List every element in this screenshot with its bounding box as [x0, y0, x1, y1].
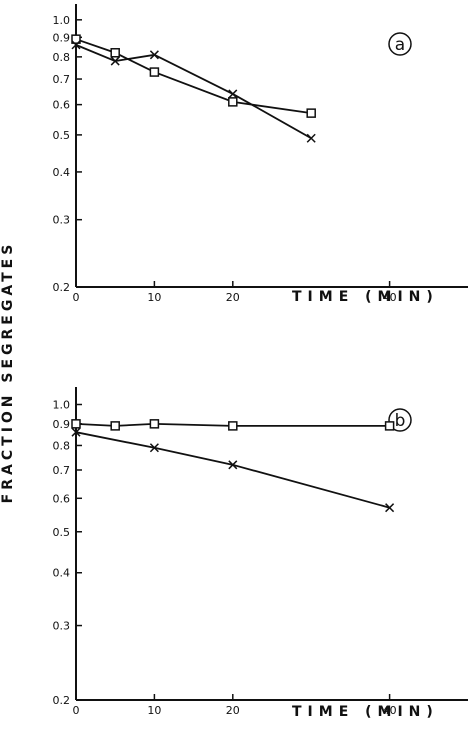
- x-marker-stroke: [149, 443, 159, 453]
- data-point-square: [71, 34, 81, 44]
- x-marker-stroke: [306, 133, 316, 143]
- data-point-square: [71, 419, 81, 429]
- data-point-x: [385, 503, 395, 513]
- x-marker-stroke: [228, 89, 238, 99]
- y-tick-label: 0.4: [53, 567, 71, 580]
- x-tick-label: 10: [147, 704, 161, 717]
- y-tick-label: 0.6: [53, 492, 71, 505]
- y-tick-label: 0.5: [53, 129, 71, 142]
- x-tick-label: 0: [73, 291, 80, 304]
- x-marker-stroke: [110, 56, 120, 66]
- panel-label-circle: [388, 408, 412, 432]
- data-point-x: [71, 40, 81, 50]
- panel-label-circle: [388, 32, 412, 56]
- series-line-x: [75, 431, 390, 509]
- y-tick-label: 0.9: [53, 418, 71, 431]
- y-tick-label: 0.9: [53, 31, 71, 44]
- y-tick-label: 1.0: [53, 398, 71, 411]
- series-line-x: [75, 44, 312, 140]
- y-tick-label: 0.8: [53, 439, 71, 452]
- x-axis-title: TIME (MIN): [292, 289, 439, 305]
- y-tick-label: 0.8: [53, 51, 71, 64]
- data-point-square: [228, 97, 238, 107]
- data-point-square: [149, 419, 160, 429]
- y-tick-label: 0.7: [53, 464, 71, 477]
- x-marker-stroke: [228, 460, 238, 470]
- x-marker-stroke: [385, 503, 395, 513]
- y-tick-label: 0.2: [53, 694, 71, 707]
- data-point-x: [149, 50, 159, 60]
- y-tick-label: 0.3: [53, 620, 71, 633]
- data-point-square: [228, 421, 238, 431]
- data-point-x: [110, 56, 120, 66]
- x-tick-label: 40: [383, 704, 397, 717]
- x-tick-label: 20: [226, 291, 240, 304]
- data-point-square: [110, 421, 120, 431]
- x-marker-stroke: [71, 40, 81, 50]
- y-tick-label: 0.3: [53, 214, 71, 227]
- data-point-square: [306, 108, 316, 118]
- y-tick-label: 0.7: [53, 73, 71, 86]
- y-tick-label: 0.6: [53, 99, 71, 112]
- data-point-square: [110, 48, 120, 58]
- data-point-x: [71, 427, 81, 437]
- x-tick-label: 20: [226, 704, 240, 717]
- y-tick-label: 0.5: [53, 526, 71, 539]
- y-tick-label: 0.4: [53, 166, 71, 179]
- y-tick-label: 0.2: [53, 281, 71, 294]
- data-point-x: [228, 89, 238, 99]
- x-tick-label: 0: [73, 704, 80, 717]
- x-marker-stroke: [149, 50, 159, 60]
- y-axis-title: FRACTION SEGREGATES: [0, 241, 16, 504]
- x-tick-label: 10: [147, 291, 161, 304]
- panel-label: b: [395, 411, 406, 431]
- panel-label: a: [395, 35, 405, 55]
- y-tick-label: 1.0: [53, 14, 71, 27]
- x-tick-label: 40: [383, 291, 397, 304]
- data-point-x: [149, 443, 159, 453]
- data-point-x: [306, 133, 316, 143]
- data-point-x: [228, 460, 238, 470]
- x-axis-title: TIME (MIN): [292, 704, 439, 720]
- x-marker-stroke: [71, 427, 81, 437]
- data-point-square: [384, 421, 395, 431]
- data-point-square: [149, 67, 160, 77]
